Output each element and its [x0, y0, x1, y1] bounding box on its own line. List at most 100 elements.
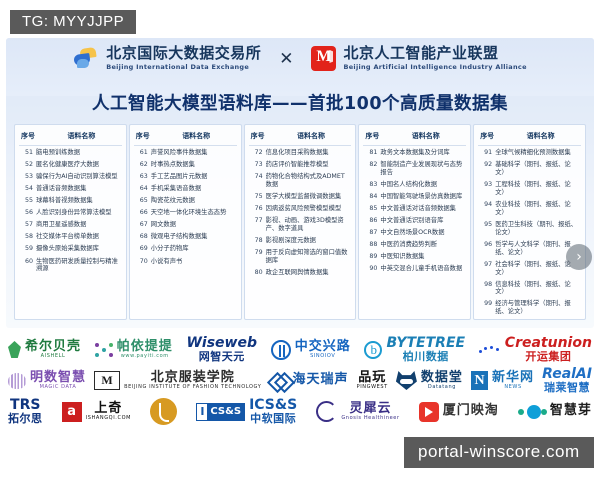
table-row[interactable]: 65 陶瓷花纹元数据: [134, 195, 237, 207]
table-row[interactable]: 59 摄像头原始采集数据库: [19, 243, 122, 255]
dataset-column-5: 序号 语料名称 91 全球气候精细化预测数据集 92 基础科学（期刊、报纸、论文） 93 工程…: [473, 124, 586, 320]
table-row[interactable]: 83 中国名人结构化数据: [363, 179, 466, 191]
table-row[interactable]: 88 中医药消费趋势判断: [363, 239, 466, 251]
carousel-next-button[interactable]: ›: [566, 244, 592, 270]
logo-haitianruisheng[interactable]: 海天瑞声: [270, 365, 349, 396]
table-row[interactable]: 78 影视剧深度元数据: [249, 235, 352, 247]
row-no: 66: [139, 209, 148, 217]
row-name: 用于反向虚知筛选的窗口值数据库: [265, 249, 348, 264]
table-row[interactable]: 82 智能制造产业发展现状与态势报告: [363, 159, 466, 179]
logo-creatunion[interactable]: Creatunion 开运集团: [478, 334, 592, 365]
row-no: 94: [484, 200, 493, 208]
logo-xierbeike[interactable]: 希尔贝壳 AISHELL: [8, 334, 81, 365]
table-row[interactable]: 93 工程科技（期刊、报纸、论文）: [478, 179, 581, 199]
logo-xiamen-yingtao[interactable]: 厦门映淘: [418, 396, 499, 427]
table-row[interactable]: 73 药店评价智能推荐模型: [249, 159, 352, 171]
table-row[interactable]: 53 骗保行为AI自动识别算法模型: [19, 171, 122, 183]
table-row[interactable]: 76 因病返贫风险预警模型模型: [249, 203, 352, 215]
table-row[interactable]: 85 中文普通话对话音频数据集: [363, 203, 466, 215]
diamond-icon: [270, 371, 289, 390]
row-name: 智能制造产业发展现状与态势报告: [380, 161, 463, 176]
table-row[interactable]: 81 政务文本数据集及分词库: [363, 147, 466, 159]
logo-trs[interactable]: TRS 拓尔思: [8, 396, 43, 427]
dataset-column-2: 序号 语料名称 61 声誉风险事件数据集 62 时事热点数据集 63 手工艺品图片元数据 64 手…: [128, 124, 242, 320]
logo-bift[interactable]: M 北京服装学院 BEIJING INSTITUTE OF FASHION TECH…: [94, 365, 261, 396]
table-row[interactable]: 55 球幕科普视频数据集: [19, 195, 122, 207]
logo-zhihuiya[interactable]: 智慧芽: [517, 396, 592, 427]
row-name: 社交媒体平台榜单数据: [36, 233, 99, 241]
header-no: 序号: [21, 132, 35, 140]
table-row[interactable]: 99 经济与管理科学（期刊、报纸、论文）: [478, 298, 581, 318]
row-no: 62: [139, 161, 148, 169]
table-row[interactable]: 87 中文自然场景OCR数据: [363, 227, 466, 239]
table-row[interactable]: 79 用于反向虚知筛选的窗口值数据库: [249, 247, 352, 267]
table-row[interactable]: 61 声誉风险事件数据集: [134, 147, 237, 159]
table-row[interactable]: 69 小分子药物库: [134, 243, 237, 255]
table-row[interactable]: 97 社会科学（期刊、报纸、论文）: [478, 259, 581, 279]
logo-name-en: ISHANGQI.COM: [85, 414, 132, 421]
table-row[interactable]: 80 政企互联网舆情数据集: [249, 267, 352, 279]
logo-xinhuanet[interactable]: N 新华网 NEWS: [471, 365, 534, 396]
logo-pingwest[interactable]: 品玩 PINGWEST: [357, 365, 388, 396]
row-no: 63: [139, 173, 148, 181]
table-row[interactable]: 64 手机采集语音数据: [134, 183, 237, 195]
logo-payititi[interactable]: 帕依提提 www.payiti.com: [94, 334, 173, 365]
logo-wordmark: BYTETREE: [386, 335, 466, 351]
dataset-column-1: 序号 语料名称 51 脑电预训练数据 52 匿名化健康医疗大数据 53 骗保行为AI自动识别算…: [14, 124, 127, 320]
table-row[interactable]: 63 手工艺品图片元数据: [134, 171, 237, 183]
logo-sinoiov[interactable]: 中交兴路 SINOIOV: [270, 334, 351, 365]
table-row[interactable]: 58 社交媒体平台榜单数据: [19, 231, 122, 243]
logo-wordmark: TRS: [10, 397, 41, 413]
logo-text: 厦门映淘: [443, 404, 499, 418]
row-name: 中英交混合儿童手机语音数据: [380, 265, 463, 273]
table-row[interactable]: 68 微观电子结构数据集: [134, 231, 237, 243]
logo-shangqi[interactable]: a 上奇 ISHANGQI.COM: [61, 396, 132, 427]
logo-magicdata[interactable]: 明数智慧 MAGiC DATA: [8, 365, 86, 396]
row-no: 65: [139, 197, 148, 205]
table-row[interactable]: 100知识产权规范、标准文献数据: [478, 318, 581, 319]
logo-name-cn: 拓尔思: [8, 412, 43, 426]
logo-gold-seal[interactable]: [150, 396, 178, 427]
table-row[interactable]: 98 信息科技（期刊、报纸、论文）: [478, 278, 581, 298]
table-row[interactable]: 84 中国智能驾驶场景仿真数据库: [363, 191, 466, 203]
logo-row-2: 明数智慧 MAGiC DATA M 北京服装学院 BEIJING INSTITUTE O…: [6, 365, 594, 396]
table-row[interactable]: 52 匿名化健康医疗大数据: [19, 159, 122, 171]
table-row[interactable]: 95 医药卫生科技（期刊、报纸、论文）: [478, 219, 581, 239]
table-row[interactable]: 54 普通话音频数据集: [19, 183, 122, 195]
table-row[interactable]: 94 农业科技（期刊、报纸、论文）: [478, 199, 581, 219]
table-row[interactable]: 60 生物医药研发质量控制与精准溯源: [19, 255, 122, 275]
table-row[interactable]: 67 网文数据: [134, 219, 237, 231]
table-row[interactable]: 77 影视、动画、游戏3D模型资产、数字道具: [249, 215, 352, 235]
row-name: 影视剧深度元数据: [265, 237, 316, 245]
table-row[interactable]: 66 天空地一体化环境生态态势: [134, 207, 237, 219]
table-row[interactable]: 86 中文普通话识别语音库: [363, 215, 466, 227]
table-row[interactable]: 57 商用卫星遥感数据: [19, 219, 122, 231]
table-row[interactable]: 91 全球气候精细化预测数据集: [478, 147, 581, 159]
logo-name-en: SINOIOV: [310, 352, 336, 359]
row-name: 医药卫生科技（期刊、报纸、论文）: [495, 220, 578, 236]
table-row[interactable]: 96 哲学与人文科学（期刊、报纸、论文）: [478, 239, 581, 259]
row-no: 93: [484, 181, 493, 189]
table-row[interactable]: 56 人脸识别身份异常算法模型: [19, 207, 122, 219]
table-row[interactable]: 92 基础科学（期刊、报纸、论文）: [478, 159, 581, 179]
table-row[interactable]: 70 小说有声书: [134, 255, 237, 267]
logo-wiseweb[interactable]: Wiseweb 网智天元: [186, 334, 257, 365]
table-row[interactable]: 51 脑电预训练数据: [19, 147, 122, 159]
logo-text: RealAI 瑞莱智慧: [542, 366, 592, 394]
logo-name-cn: 帕依提提: [116, 338, 173, 354]
row-no: 60: [24, 257, 33, 265]
table-row[interactable]: 72 信息化项目采购数据集: [249, 147, 352, 159]
table-row[interactable]: 89 中医知识数据集: [363, 251, 466, 263]
row-no: 54: [24, 185, 33, 193]
logo-datatang[interactable]: 数据堂 Datatang: [395, 365, 463, 396]
table-row[interactable]: 90 中英交混合儿童手机语音数据: [363, 263, 466, 275]
table-row[interactable]: 62 时事热点数据集: [134, 159, 237, 171]
bift-icon: M: [94, 371, 121, 390]
logo-gnosis[interactable]: 灵犀云 Gnosis Healthineer: [316, 396, 399, 427]
logo-realai[interactable]: RealAI 瑞莱智慧: [542, 365, 592, 396]
table-row[interactable]: 74 药物化合物结构式及ADMET数据: [249, 171, 352, 191]
logo-ics-s[interactable]: I CS&S ICS&S 中软国际: [196, 396, 297, 427]
table-row[interactable]: 75 医学大模型监督微调数据集: [249, 191, 352, 203]
